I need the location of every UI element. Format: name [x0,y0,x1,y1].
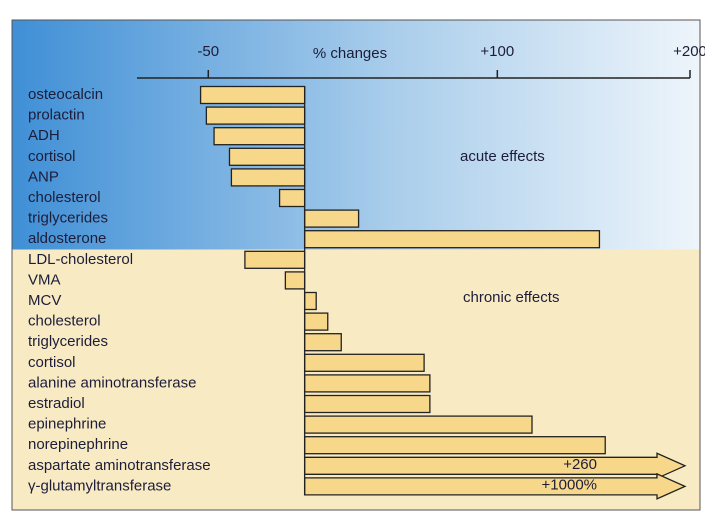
y-tick-label: aspartate aminotransferase [28,457,211,474]
y-tick-label: ANP [28,168,59,185]
y-tick-label: cortisol [28,354,76,371]
bar [303,230,601,249]
bar [303,353,425,372]
x-tick-label: -50 [197,43,219,60]
bar [303,291,317,311]
annotation: acute effects [460,148,545,165]
y-tick-label: cholesterol [28,189,101,206]
bar [205,106,306,125]
y-tick-label: triglycerides [28,333,108,350]
bar-arrow [303,452,687,480]
bar [199,85,306,105]
y-tick-label: MCV [28,292,61,309]
bar-arrow [303,472,687,500]
bar [303,415,533,434]
bar [303,312,329,331]
y-tick-label: epinephrine [28,416,106,433]
y-tick-label: triglycerides [28,210,108,227]
y-tick-label: prolactin [28,107,85,124]
y-tick-label: γ-glutamyltransferase [28,477,171,494]
y-tick-label: osteocalcin [28,86,103,103]
bar [244,250,306,269]
bar [303,333,342,352]
bar [284,271,306,290]
x-tick-label: +200 [673,43,705,60]
y-tick-label: norepinephrine [28,436,128,453]
y-tick-label: VMA [28,271,61,288]
x-tick-label: +100 [480,43,514,60]
bar [278,188,306,208]
bar [303,374,431,393]
y-tick-label: estradiol [28,395,85,412]
y-tick-label: alanine aminotransferase [28,374,196,391]
y-tick-label: LDL-cholesterol [28,251,133,268]
annotation: chronic effects [463,289,559,306]
bar [303,436,606,455]
y-tick-label: cholesterol [28,313,101,330]
y-tick-label: aldosterone [28,230,106,247]
x-axis-label: % changes [313,45,387,62]
bar [230,168,306,187]
bar [303,394,431,414]
y-tick-label: cortisol [28,148,76,165]
frame [11,19,701,511]
y-tick-label: ADH [28,127,60,144]
value-label: +1000% [542,476,597,493]
bar [228,147,306,166]
value-label: +260 [563,456,597,473]
bar [303,209,360,228]
bar [213,127,306,146]
